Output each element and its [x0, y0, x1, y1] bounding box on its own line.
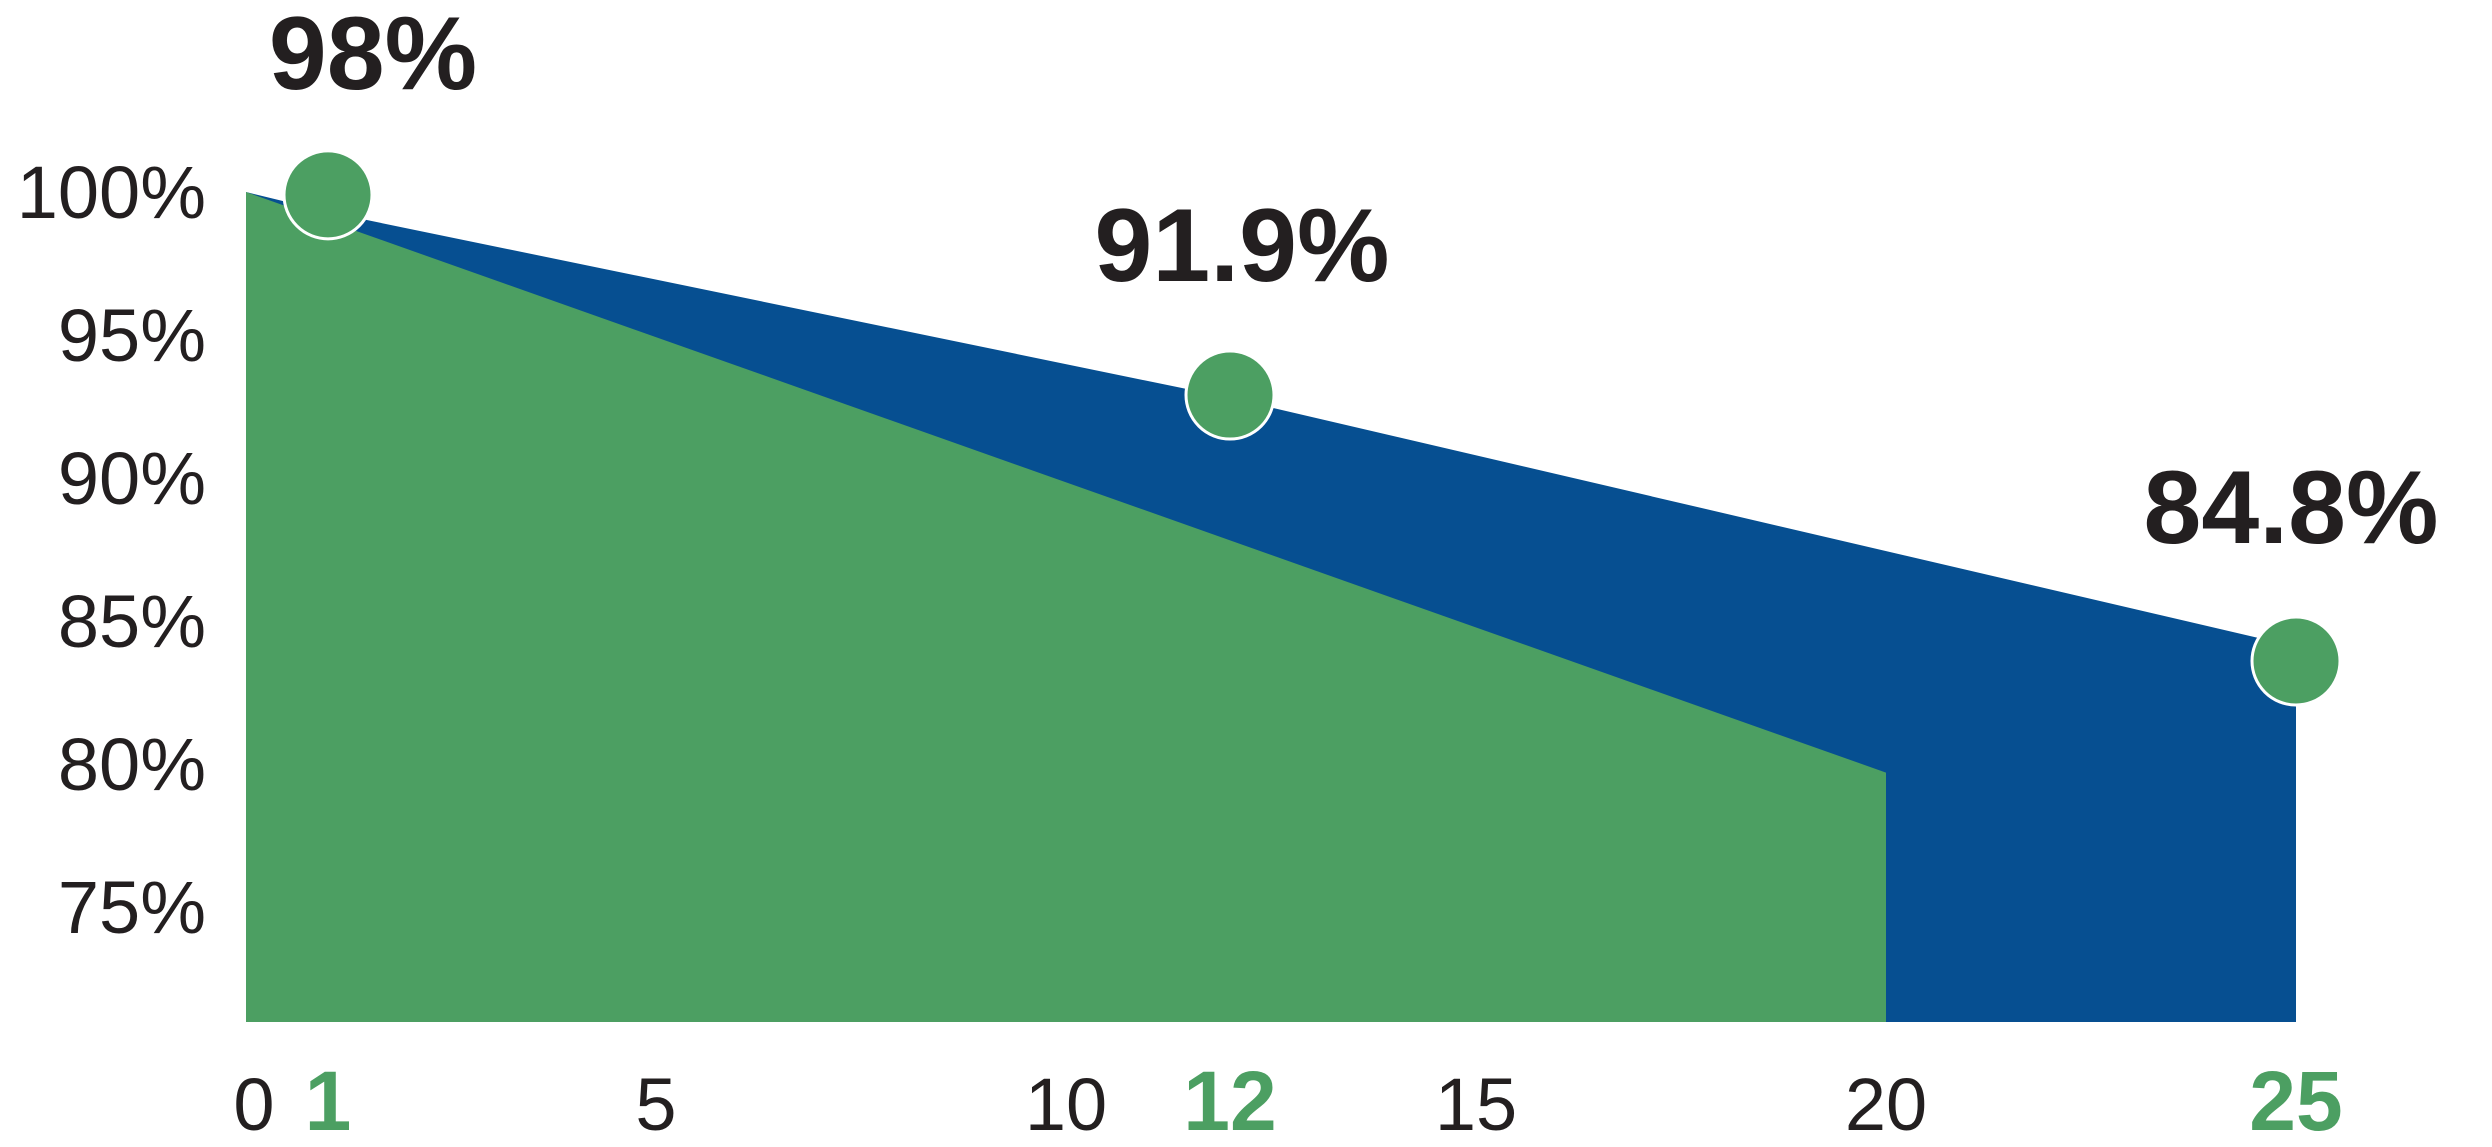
y-tick-label: 90%: [58, 437, 206, 520]
x-tick-label: 5: [635, 1063, 676, 1142]
data-point-marker: [2250, 615, 2342, 707]
y-tick-label: 80%: [58, 723, 206, 806]
x-tick-label: 15: [1435, 1063, 1517, 1142]
data-point-marker: [282, 149, 374, 241]
x-tick-label-highlight: 12: [1183, 1054, 1276, 1142]
data-label: 84.8%: [2144, 450, 2439, 566]
x-tick-label: 10: [1025, 1063, 1107, 1142]
x-tick-label: 20: [1845, 1063, 1927, 1142]
series-area-green: [246, 192, 1886, 1022]
y-tick-label: 100%: [17, 151, 206, 234]
x-tick-label: 0: [233, 1063, 274, 1142]
x-tick-label-highlight: 1: [305, 1054, 352, 1142]
y-tick-label: 85%: [58, 580, 206, 663]
x-tick-label-highlight: 25: [2249, 1054, 2342, 1142]
y-tick-label: 75%: [58, 866, 206, 949]
data-label: 98%: [269, 0, 477, 112]
data-point-marker: [1184, 349, 1276, 441]
data-label: 91.9%: [1095, 188, 1390, 304]
y-tick-label: 95%: [58, 294, 206, 377]
